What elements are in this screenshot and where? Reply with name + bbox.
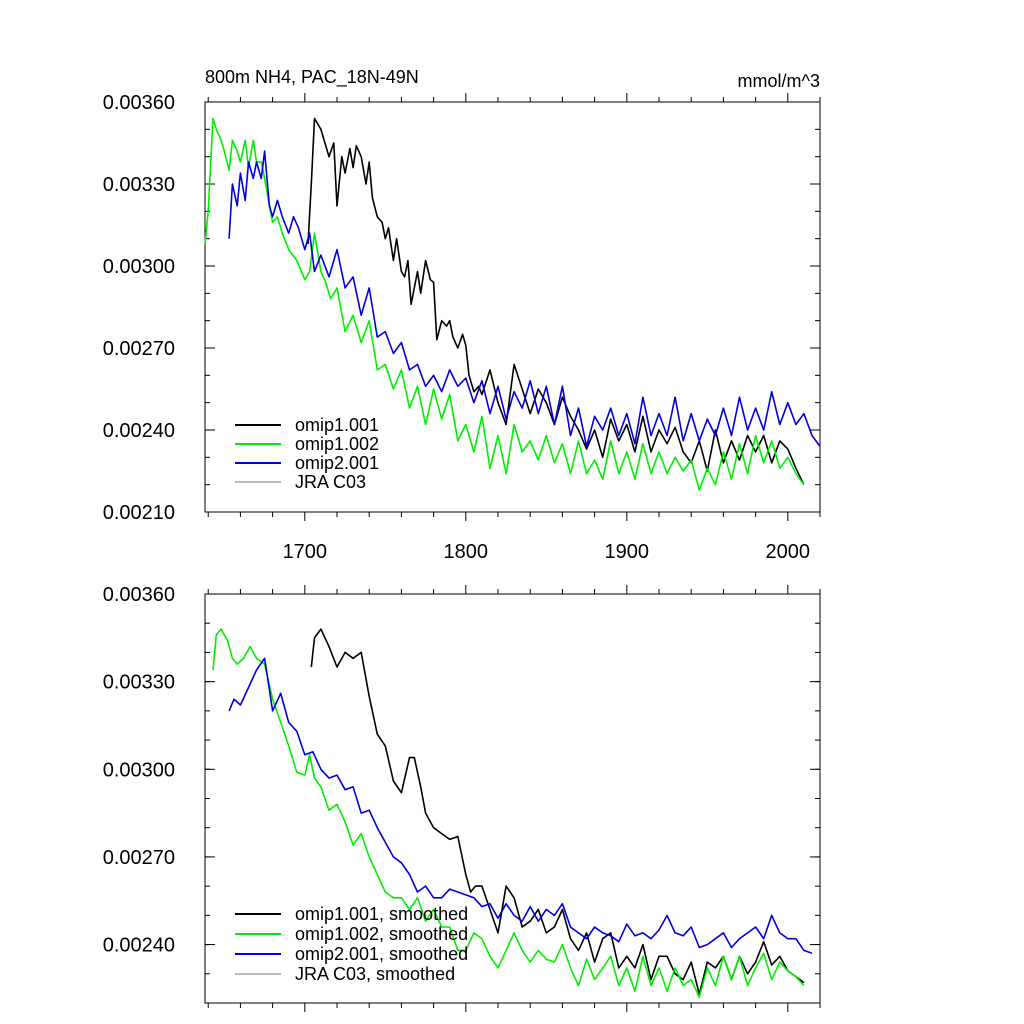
y-tick-label: 0.00240 (103, 935, 175, 957)
chart-title: 800m NH4, PAC_18N-49N (205, 67, 419, 88)
series-line-3 (228, 657, 813, 955)
series-lines (212, 628, 813, 999)
series-line-2 (212, 628, 805, 999)
legend-label-2: omip1.002 (295, 434, 379, 454)
plot-frame (204, 101, 821, 513)
y-tick-label: 0.00300 (103, 256, 175, 278)
y-tick-label: 0.00330 (103, 174, 175, 196)
y-tick-label: 0.00360 (103, 92, 175, 114)
axis-ticks (205, 585, 821, 1012)
y-tick-label: 0.00210 (103, 502, 175, 524)
y-tick-label: 0.00330 (103, 672, 175, 694)
x-tick-labels: 1700 1800 1900 2000 (283, 541, 810, 563)
top-chart: 800m NH4, PAC_18N-49N mmol/m^3 0.003600.… (103, 67, 821, 563)
bottom-chart: 0.00360 0.00330 0.00300 0.00270 0.00240 omip… (103, 584, 821, 1012)
x-tick-label: 2000 (766, 541, 811, 563)
y-tick-label: 0.00270 (103, 847, 175, 869)
series-lines (204, 117, 821, 491)
y-tick-labels: 0.00360 0.00330 0.00300 0.00270 0.00240 (103, 584, 175, 957)
units-label: mmol/m^3 (738, 71, 820, 91)
y-tick-label: 0.00300 (103, 759, 175, 781)
series-line-1 (307, 117, 805, 486)
legend-label-1: omip1.001 (295, 415, 379, 435)
y-tick-label: 0.00360 (103, 584, 175, 606)
y-tick-labels: 0.00360 0.00330 0.00300 0.00270 0.00240 0.002… (103, 92, 175, 524)
series-line-3 (228, 150, 821, 448)
legend-label-3: omip2.001, smoothed (295, 944, 468, 964)
axis-ticks (205, 93, 821, 521)
x-tick-label: 1900 (605, 541, 650, 563)
legend-label-4: JRA C03, smoothed (295, 964, 455, 984)
series-line-1 (310, 628, 805, 996)
legend-label-4: JRA C03 (295, 472, 366, 492)
y-tick-label: 0.00240 (103, 420, 175, 442)
x-tick-label: 1800 (444, 541, 489, 563)
legend-label-2: omip1.002, smoothed (295, 924, 468, 944)
legend-label-1: omip1.001, smoothed (295, 904, 468, 924)
legend-label-3: omip2.001 (295, 453, 379, 473)
y-tick-label: 0.00270 (103, 338, 175, 360)
x-tick-label: 1700 (283, 541, 328, 563)
